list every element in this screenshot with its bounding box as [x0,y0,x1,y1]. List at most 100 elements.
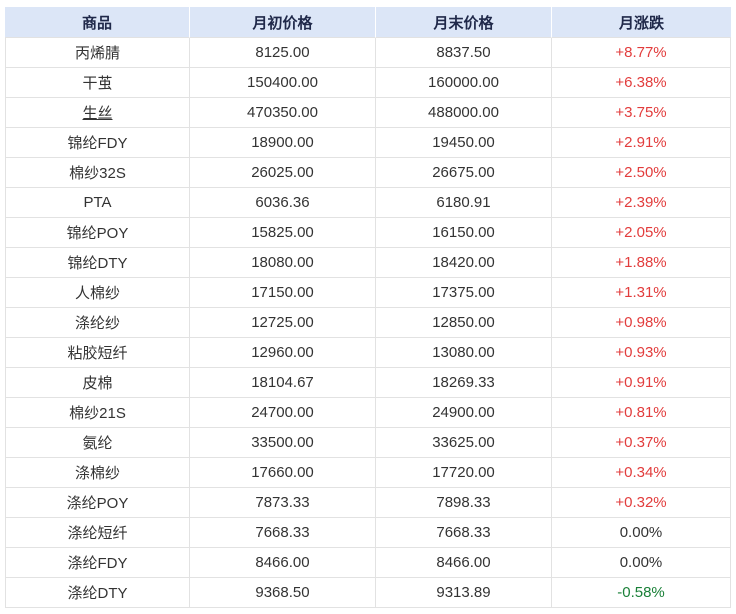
table-row: 皮棉 18104.67 18269.33 +0.91% [5,368,731,398]
end-price-cell: 16150.00 [376,218,552,248]
start-price-cell: 33500.00 [190,428,376,458]
start-price-cell: 8125.00 [190,38,376,68]
end-price-cell: 26675.00 [376,158,552,188]
change-cell: -0.58% [552,578,731,608]
end-price-cell: 7898.33 [376,488,552,518]
table-row: 丙烯腈 8125.00 8837.50 +8.77% [5,38,731,68]
change-cell: +2.39% [552,188,731,218]
end-price-cell: 160000.00 [376,68,552,98]
change-cell: +8.77% [552,38,731,68]
change-cell: +0.32% [552,488,731,518]
commodity-name-cell: 涤纶POY [5,488,190,518]
commodity-name-cell: 涤纶DTY [5,578,190,608]
end-price-cell: 8837.50 [376,38,552,68]
table-row: 人棉纱 17150.00 17375.00 +1.31% [5,278,731,308]
end-price-cell: 13080.00 [376,338,552,368]
commodity-name-cell: 涤纶FDY [5,548,190,578]
table-body: 丙烯腈 8125.00 8837.50 +8.77% 干茧 150400.00 160000… [5,38,731,608]
table-row: 干茧 150400.00 160000.00 +6.38% [5,68,731,98]
header-row: 商品 月初价格 月末价格 月涨跌 [5,7,731,38]
commodity-price-table: 商品 月初价格 月末价格 月涨跌 丙烯腈 8125.00 8837.50 +8.77% 干茧 1… [5,7,731,608]
change-cell: +1.31% [552,278,731,308]
start-price-cell: 7668.33 [190,518,376,548]
commodity-name-cell: 涤纶短纤 [5,518,190,548]
start-price-cell: 17660.00 [190,458,376,488]
commodity-name-cell: 干茧 [5,68,190,98]
change-cell: +2.50% [552,158,731,188]
commodity-name-cell: 锦纶DTY [5,248,190,278]
commodity-name-cell: 锦纶POY [5,218,190,248]
end-price-cell: 33625.00 [376,428,552,458]
table-row: 棉纱32S 26025.00 26675.00 +2.50% [5,158,731,188]
column-header-2: 月末价格 [376,7,552,38]
commodity-name-cell[interactable]: 生丝 [5,98,190,128]
end-price-cell: 12850.00 [376,308,552,338]
column-header-1: 月初价格 [190,7,376,38]
change-cell: +0.34% [552,458,731,488]
start-price-cell: 18900.00 [190,128,376,158]
start-price-cell: 18104.67 [190,368,376,398]
table-row: 涤纶POY 7873.33 7898.33 +0.32% [5,488,731,518]
start-price-cell: 17150.00 [190,278,376,308]
commodity-name-cell: 氨纶 [5,428,190,458]
end-price-cell: 9313.89 [376,578,552,608]
end-price-cell: 17375.00 [376,278,552,308]
table-row: 锦纶POY 15825.00 16150.00 +2.05% [5,218,731,248]
start-price-cell: 150400.00 [190,68,376,98]
change-cell: +1.88% [552,248,731,278]
commodity-name-cell: 棉纱32S [5,158,190,188]
end-price-cell: 24900.00 [376,398,552,428]
commodity-name-cell: PTA [5,188,190,218]
table-row: 涤纶DTY 9368.50 9313.89 -0.58% [5,578,731,608]
change-cell: +6.38% [552,68,731,98]
column-header-0: 商品 [5,7,190,38]
commodity-name-cell: 涤纶纱 [5,308,190,338]
start-price-cell: 24700.00 [190,398,376,428]
end-price-cell: 18269.33 [376,368,552,398]
table-row: 生丝 470350.00 488000.00 +3.75% [5,98,731,128]
table-row: 涤棉纱 17660.00 17720.00 +0.34% [5,458,731,488]
start-price-cell: 12960.00 [190,338,376,368]
table-row: 锦纶DTY 18080.00 18420.00 +1.88% [5,248,731,278]
commodity-name-cell: 人棉纱 [5,278,190,308]
commodity-name-cell: 丙烯腈 [5,38,190,68]
table-header: 商品 月初价格 月末价格 月涨跌 [5,7,731,38]
table-row: 涤纶FDY 8466.00 8466.00 0.00% [5,548,731,578]
end-price-cell: 17720.00 [376,458,552,488]
column-header-3: 月涨跌 [552,7,731,38]
change-cell: +0.91% [552,368,731,398]
change-cell: +0.37% [552,428,731,458]
table-row: 粘胶短纤 12960.00 13080.00 +0.93% [5,338,731,368]
change-cell: +0.81% [552,398,731,428]
end-price-cell: 8466.00 [376,548,552,578]
start-price-cell: 15825.00 [190,218,376,248]
change-cell: +0.98% [552,308,731,338]
change-cell: 0.00% [552,548,731,578]
commodity-name-cell: 粘胶短纤 [5,338,190,368]
commodity-name-cell: 锦纶FDY [5,128,190,158]
table-row: PTA 6036.36 6180.91 +2.39% [5,188,731,218]
start-price-cell: 26025.00 [190,158,376,188]
end-price-cell: 7668.33 [376,518,552,548]
commodity-name-cell: 涤棉纱 [5,458,190,488]
start-price-cell: 7873.33 [190,488,376,518]
table-row: 氨纶 33500.00 33625.00 +0.37% [5,428,731,458]
table-row: 涤纶纱 12725.00 12850.00 +0.98% [5,308,731,338]
change-cell: 0.00% [552,518,731,548]
change-cell: +3.75% [552,98,731,128]
table-row: 锦纶FDY 18900.00 19450.00 +2.91% [5,128,731,158]
start-price-cell: 8466.00 [190,548,376,578]
table-row: 棉纱21S 24700.00 24900.00 +0.81% [5,398,731,428]
start-price-cell: 470350.00 [190,98,376,128]
start-price-cell: 9368.50 [190,578,376,608]
change-cell: +2.91% [552,128,731,158]
start-price-cell: 6036.36 [190,188,376,218]
end-price-cell: 18420.00 [376,248,552,278]
start-price-cell: 18080.00 [190,248,376,278]
end-price-cell: 6180.91 [376,188,552,218]
end-price-cell: 488000.00 [376,98,552,128]
commodity-name-cell: 棉纱21S [5,398,190,428]
commodity-name-cell: 皮棉 [5,368,190,398]
change-cell: +2.05% [552,218,731,248]
